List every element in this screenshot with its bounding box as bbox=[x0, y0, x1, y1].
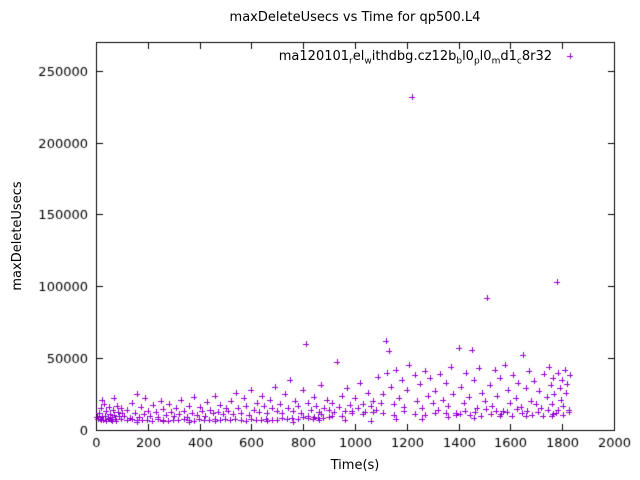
scatter-plot-canvas bbox=[0, 0, 640, 480]
chart-page: maxDeleteUsecs vs Time for qp500.L4 maxD… bbox=[0, 0, 640, 480]
